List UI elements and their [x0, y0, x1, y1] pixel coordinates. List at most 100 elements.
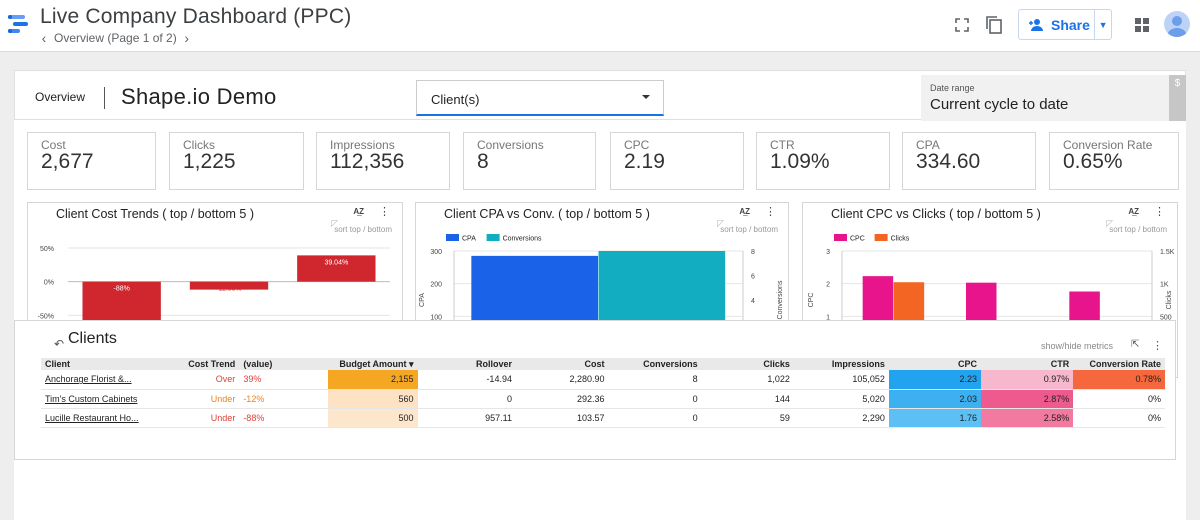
table-row[interactable]: Anchorage Florist &... Over 39% 2,155 -1… [41, 370, 1165, 390]
sort-az-icon[interactable]: A͢Z [739, 207, 750, 216]
page-indicator[interactable]: Overview (Page 1 of 2) [54, 31, 177, 45]
column-header-cost-trend[interactable]: Cost Trend [142, 358, 240, 370]
date-range-control[interactable]: Date range Current cycle to date [921, 75, 1169, 121]
table-row[interactable]: Lucille Restaurant Ho... Under -88% 500 … [41, 408, 1165, 428]
legend-label: CPC [850, 236, 865, 243]
cpc: 2.23 [888, 370, 981, 390]
bar [189, 281, 269, 290]
cost: 292.36 [515, 389, 609, 409]
export-icon[interactable]: ⇱ [1131, 339, 1140, 350]
cost-trend: Under [142, 389, 240, 409]
column-header-budget-amount[interactable]: Budget Amount ▾ [327, 358, 418, 370]
kpi-value: 2.19 [624, 150, 665, 173]
more-options-icon[interactable]: ⋮ [379, 206, 390, 218]
caret-down-icon [642, 95, 650, 99]
column-header-client[interactable]: Client [41, 358, 143, 370]
share-dropdown-icon[interactable]: ▼ [1094, 10, 1111, 39]
impressions: 5,020 [793, 389, 889, 409]
column-header-value[interactable]: (value) [239, 358, 328, 370]
column-header-conversions[interactable]: Conversions [608, 358, 702, 370]
y-tick-label: 3 [826, 249, 830, 256]
more-options-icon[interactable]: ⋮ [765, 206, 776, 218]
chart-title: Client CPC vs Clicks ( top / bottom 5 ) [831, 207, 1041, 221]
kpi-card-cpa: CPA 334.60 [902, 132, 1036, 190]
sort-label[interactable]: sort top / bottom [720, 225, 778, 234]
sort-label[interactable]: sort top / bottom [1109, 225, 1167, 234]
column-header-ctr[interactable]: CTR [981, 358, 1074, 370]
column-header-conversion-rate[interactable]: Conversion Rate [1073, 358, 1165, 370]
chevron-right-icon[interactable]: › [184, 30, 190, 46]
kpi-value: 334.60 [916, 150, 981, 173]
bar [297, 255, 376, 282]
legend-swatch [446, 234, 459, 241]
y2-tick-label: 500 [1160, 314, 1172, 321]
share-main-button[interactable]: Share [1019, 10, 1094, 39]
impressions: 105,052 [793, 370, 889, 390]
cost-trend-value: -88% [239, 408, 328, 428]
kpi-card-conversion-rate: Conversion Rate 0.65% [1049, 132, 1179, 190]
more-options-icon[interactable]: ⋮ [1152, 340, 1163, 352]
y-tick-label: 50% [40, 246, 54, 253]
y-tick-label: 1 [826, 314, 830, 321]
ctr: 0.97% [981, 370, 1074, 390]
client-name[interactable]: Lucille Restaurant Ho... [41, 408, 143, 428]
cost-trend-value: 39% [239, 370, 328, 390]
cost: 2,280.90 [515, 370, 609, 390]
conversions: 8 [608, 370, 702, 390]
rollover: 0 [417, 389, 516, 409]
column-header-rollover[interactable]: Rollover [417, 358, 516, 370]
page-title: Shape.io Demo [121, 84, 277, 109]
sort-label[interactable]: sort top / bottom [334, 225, 392, 234]
legend-swatch [486, 234, 500, 241]
copy-report-icon[interactable] [982, 13, 1006, 37]
client-name[interactable]: Tim's Custom Cabinets [41, 389, 143, 409]
currency-tab[interactable]: $ [1169, 75, 1186, 121]
table-row[interactable]: Tim's Custom Cabinets Under -12% 560 0 2… [41, 389, 1165, 409]
kpi-label: Conversion Rate [1063, 138, 1153, 152]
sort-az-icon[interactable]: A͢Z [353, 207, 364, 216]
y-tick-label: -50% [38, 313, 54, 320]
tab-overview[interactable]: Overview [35, 90, 86, 104]
share-button[interactable]: Share ▼ [1018, 9, 1112, 40]
y-tick-label: 100 [430, 314, 442, 321]
client-name[interactable]: Anchorage Florist &... [41, 370, 143, 390]
client-filter-dropdown[interactable]: Client(s) [416, 80, 664, 116]
avatar[interactable] [1164, 11, 1190, 37]
conversion-rate: 0% [1073, 408, 1165, 428]
y2-tick-label: 4 [751, 298, 755, 305]
budget-amount: 560 [327, 389, 418, 409]
header-divider [104, 87, 105, 109]
kpi-card-cost: Cost 2,677 [27, 132, 156, 190]
chevron-left-icon[interactable]: ‹ [41, 30, 47, 46]
data-studio-logo-icon [8, 15, 28, 33]
fullscreen-icon[interactable] [950, 13, 974, 37]
kpi-label: Cost [41, 138, 66, 152]
y2-tick-label: 8 [751, 249, 755, 256]
column-header-cpc[interactable]: CPC [888, 358, 981, 370]
legend-label: CPA [462, 236, 476, 243]
y2-tick-label: 1.5K [1160, 249, 1175, 256]
ctr: 2.58% [981, 408, 1074, 428]
apps-grid-icon[interactable] [1130, 13, 1154, 37]
column-header-impressions[interactable]: Impressions [793, 358, 889, 370]
column-header-clicks[interactable]: Clicks [701, 358, 794, 370]
kpi-label: CPC [624, 138, 650, 152]
reset-icon[interactable]: ↶ [54, 337, 65, 351]
kpi-value: 0.65% [1063, 150, 1123, 173]
show-hide-metrics-link[interactable]: show/hide metrics [1041, 341, 1114, 351]
y2-tick-label: 1K [1160, 282, 1169, 289]
kpi-value: 112,356 [330, 150, 405, 173]
kpi-card-conversions: Conversions 8 [463, 132, 596, 190]
date-range-label: Date range [930, 83, 975, 93]
cost-trend-value: -12% [239, 389, 328, 409]
kpi-label: Clicks [183, 138, 215, 152]
more-options-icon[interactable]: ⋮ [1154, 206, 1165, 218]
report-title[interactable]: Live Company Dashboard (PPC) [40, 5, 352, 28]
column-header-cost[interactable]: Cost [515, 358, 609, 370]
kpi-label: CTR [770, 138, 795, 152]
data-label: -11.83% [216, 286, 242, 293]
clicks: 144 [701, 389, 794, 409]
y2-axis-title: Conversions [777, 280, 784, 319]
cost: 103.57 [515, 408, 609, 428]
sort-az-icon[interactable]: A͢Z [1128, 207, 1139, 216]
